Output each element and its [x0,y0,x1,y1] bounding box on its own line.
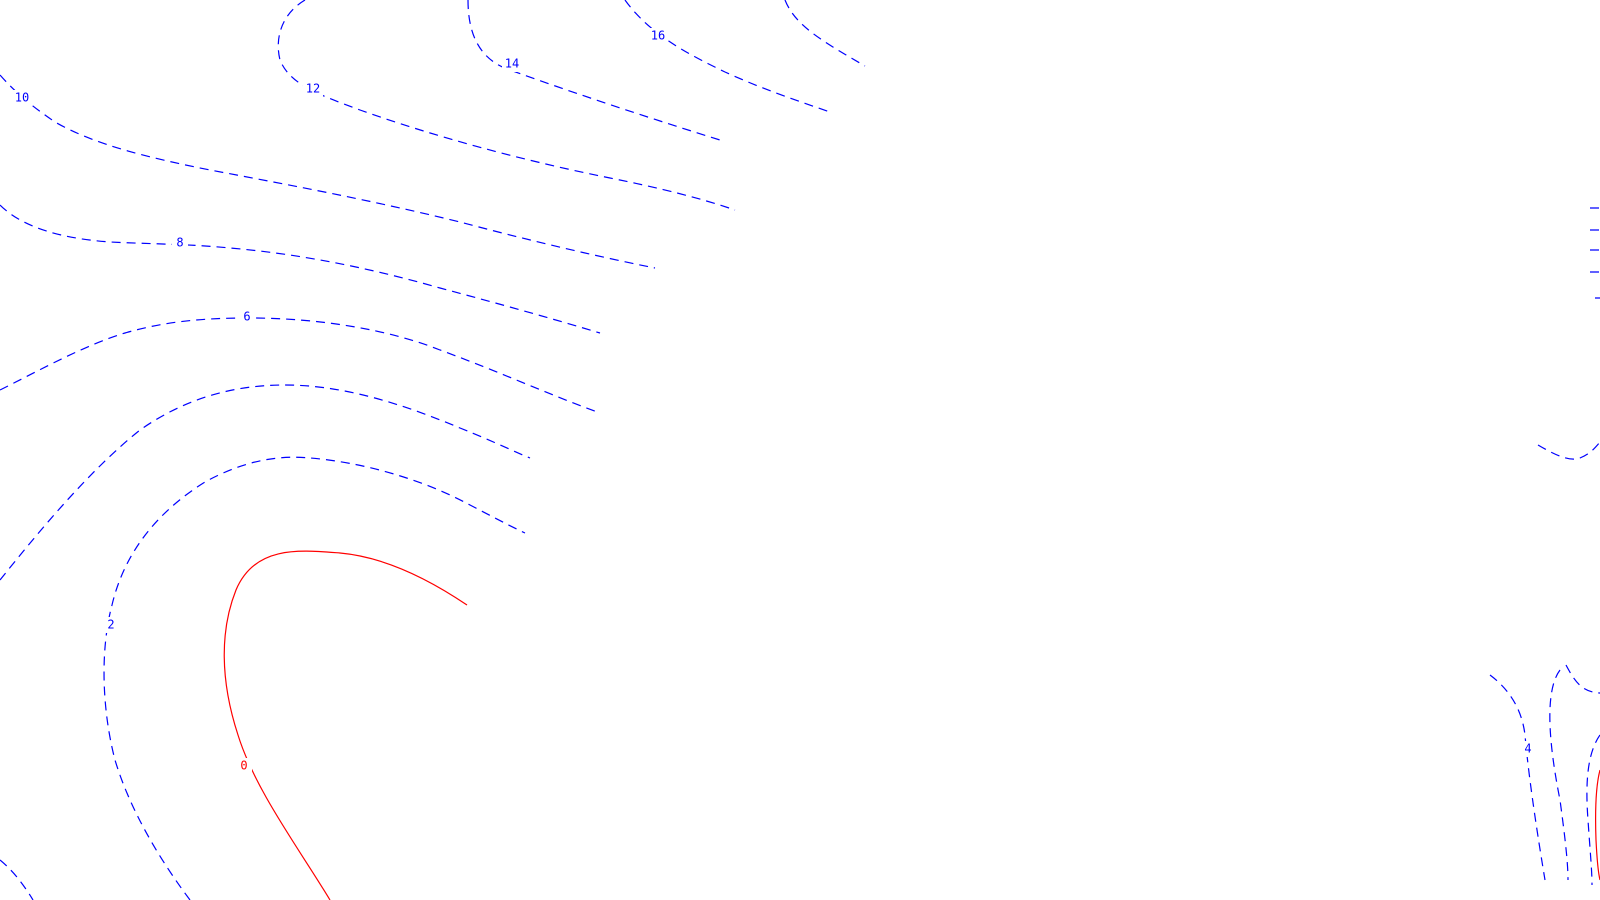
contour-line-right-top [1590,207,1600,299]
contour-line-4-right [1489,674,1546,881]
contour-label-bg [1520,741,1536,757]
contour-label-group-2: 2 [103,617,119,633]
contour-line-right-edge [1586,734,1600,886]
contour-label-8: 8 [176,236,183,250]
contour-label-10: 10 [15,91,29,105]
contour-label-group-12: 12 [303,81,323,97]
contour-line-bottom-left [0,859,34,900]
contour-line-2 [103,456,526,900]
contour-label-12: 12 [306,82,320,96]
contour-line-8 [0,204,601,334]
contour-line-14 [467,0,721,141]
contour-line-16-right [784,0,866,67]
contour-label-bg [239,309,255,325]
contour-label-4: 4 [1524,742,1531,756]
contour-label-14: 14 [505,57,519,71]
contour-label-group-0: 0 [236,758,252,774]
contour-line-16 [624,0,831,113]
contour-line-10 [0,74,656,269]
contour-label-bg [12,90,32,106]
contour-label-bg [303,81,323,97]
contour-label-0: 0 [240,759,247,773]
contour-label-bg [236,758,252,774]
contour-label-group-14: 14 [502,56,522,72]
contour-line-right-tail [1565,664,1600,694]
contour-line-12 [277,0,736,211]
contour-label-bg [172,235,188,251]
contour-label-group-10: 10 [12,90,32,106]
contour-label-bg [648,28,668,44]
contour-line-0-right [1595,769,1600,881]
contour-label-16: 16 [651,29,665,43]
contour-label-group-16: 16 [648,28,668,44]
contour-line-6 [0,317,601,414]
contour-label-bg [502,56,522,72]
contour-line-right-mid [1537,441,1600,460]
contour-label-bg [103,617,119,633]
contour-line-0 [223,550,468,900]
contour-line-right-loop [1549,669,1569,881]
contour-line-4-left [0,384,531,581]
contour-label-6: 6 [243,310,250,324]
contour-label-2: 2 [107,618,114,632]
contour-label-group-6: 6 [239,309,255,325]
contour-label-group-8: 8 [172,235,188,251]
contour-label-group-4: 4 [1520,741,1536,757]
